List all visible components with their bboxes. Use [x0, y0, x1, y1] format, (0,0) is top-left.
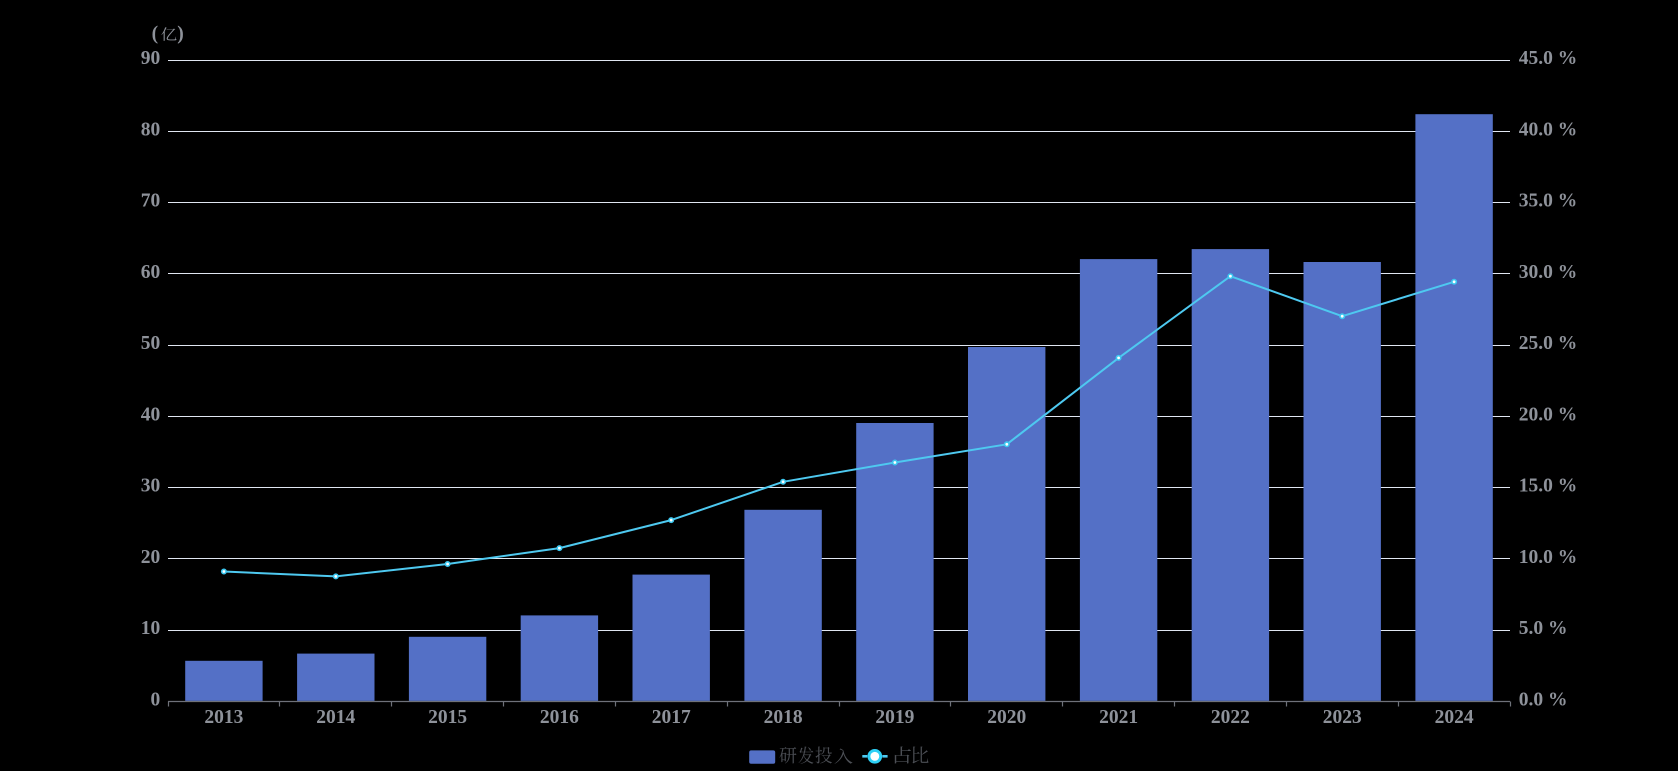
svg-text:30: 30	[141, 476, 161, 497]
svg-text:10: 10	[141, 618, 161, 639]
svg-text:(: (	[152, 24, 159, 45]
svg-text:2014: 2014	[316, 707, 355, 728]
svg-text:): )	[177, 24, 184, 45]
svg-text:2017: 2017	[652, 707, 691, 728]
svg-text:25.0 %: 25.0 %	[1519, 333, 1578, 354]
svg-text:2018: 2018	[764, 707, 803, 728]
svg-text:2015: 2015	[428, 707, 467, 728]
svg-text:2023: 2023	[1323, 707, 1362, 728]
svg-text:5.0 %: 5.0 %	[1519, 618, 1568, 639]
svg-text:2016: 2016	[540, 707, 579, 728]
svg-text:40: 40	[141, 404, 161, 425]
svg-text:2020: 2020	[987, 707, 1026, 728]
svg-text:90: 90	[141, 48, 161, 69]
svg-text:0: 0	[151, 689, 161, 710]
svg-text:2022: 2022	[1211, 707, 1250, 728]
svg-text:0.0 %: 0.0 %	[1519, 689, 1568, 710]
svg-text:40.0 %: 40.0 %	[1519, 119, 1578, 140]
svg-text:45.0 %: 45.0 %	[1519, 48, 1578, 69]
svg-text:20: 20	[141, 547, 161, 568]
svg-text:2019: 2019	[875, 707, 914, 728]
svg-text:70: 70	[141, 191, 161, 212]
svg-text:80: 80	[141, 119, 161, 140]
svg-text:50: 50	[141, 333, 161, 354]
svg-text:2024: 2024	[1435, 707, 1474, 728]
svg-text:15.0 %: 15.0 %	[1519, 476, 1578, 497]
svg-text:35.0 %: 35.0 %	[1519, 191, 1578, 212]
svg-text:30.0 %: 30.0 %	[1519, 262, 1578, 283]
svg-text:10.0 %: 10.0 %	[1519, 547, 1578, 568]
svg-text:60: 60	[141, 262, 161, 283]
svg-text:20.0 %: 20.0 %	[1519, 404, 1578, 425]
svg-text:2021: 2021	[1099, 707, 1138, 728]
svg-text:2013: 2013	[204, 707, 243, 728]
